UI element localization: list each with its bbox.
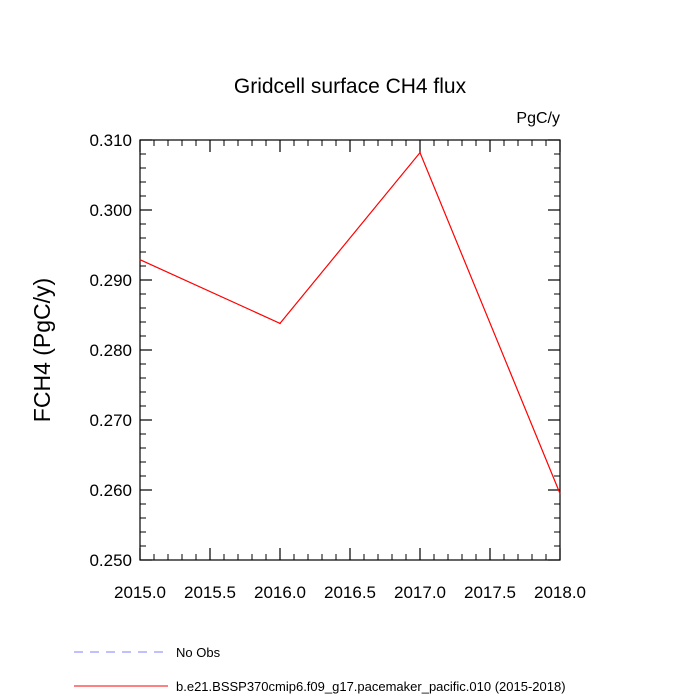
y-axis-ticks: 0.250 0.260 0.270 0.280 0.290 0.300 0.310 — [89, 131, 560, 570]
series-point — [139, 258, 141, 261]
legend-label: No Obs — [176, 645, 221, 660]
series-layer — [139, 151, 561, 495]
x-tick-label: 2016.5 — [324, 583, 376, 602]
x-tick-label: 2017.5 — [464, 583, 516, 602]
y-tick-label: 0.270 — [89, 411, 132, 430]
series-point — [419, 151, 421, 154]
x-tick-label: 2016.0 — [254, 583, 306, 602]
legend: No Obs b.e21.BSSP370cmip6.f09_g17.pacemak… — [74, 645, 566, 694]
y-tick-label: 0.310 — [89, 131, 132, 150]
y-tick-label: 0.300 — [89, 201, 132, 220]
chart-title: Gridcell surface CH4 flux — [234, 75, 467, 98]
plot-frame — [139, 139, 561, 561]
legend-label: b.e21.BSSP370cmip6.f09_g17.pacemaker_pac… — [176, 679, 566, 694]
x-tick-label: 2015.0 — [114, 583, 166, 602]
x-tick-label: 2018.0 — [534, 583, 586, 602]
x-tick-label: 2017.0 — [394, 583, 446, 602]
x-tick-label: 2015.5 — [184, 583, 236, 602]
series-line — [139, 151, 561, 494]
x-axis-ticks: 2015.0 2015.5 2016.0 2016.5 2017.0 2017.5 2018… — [114, 140, 586, 602]
units-label: PgC/y — [516, 110, 560, 127]
y-tick-label: 0.260 — [89, 481, 132, 500]
y-tick-label: 0.280 — [89, 341, 132, 360]
y-tick-label: 0.250 — [89, 551, 132, 570]
y-tick-label: 0.290 — [89, 271, 132, 290]
y-axis-label: FCH4 (PgC/y) — [29, 278, 55, 422]
series-point — [279, 322, 281, 325]
series-point — [559, 492, 561, 495]
